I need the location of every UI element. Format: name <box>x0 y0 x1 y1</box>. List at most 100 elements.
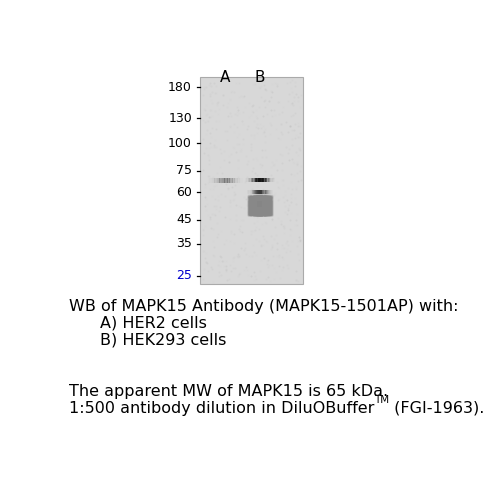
Text: 25: 25 <box>176 269 192 282</box>
Bar <box>270 179 272 182</box>
Bar <box>228 178 230 183</box>
Bar <box>255 190 256 194</box>
Bar <box>216 178 217 183</box>
Bar <box>230 178 231 183</box>
Bar <box>250 190 251 194</box>
Text: 180: 180 <box>168 81 192 94</box>
Bar <box>252 190 253 194</box>
Bar <box>252 201 254 207</box>
Bar <box>267 190 268 194</box>
Bar <box>256 179 257 182</box>
Bar <box>200 77 303 284</box>
Bar <box>261 190 262 194</box>
Bar <box>267 201 268 207</box>
Bar <box>271 179 272 182</box>
Text: TM: TM <box>374 395 389 405</box>
Bar <box>274 179 275 182</box>
Bar <box>258 179 259 182</box>
Bar <box>259 201 260 207</box>
Bar <box>261 201 262 207</box>
Bar <box>223 178 224 183</box>
Text: 45: 45 <box>176 213 192 226</box>
Bar <box>264 201 265 207</box>
Bar <box>210 178 211 183</box>
Bar <box>250 179 251 182</box>
Bar <box>271 201 272 207</box>
Bar <box>218 178 220 183</box>
Bar <box>272 190 274 194</box>
Bar <box>228 178 229 183</box>
Bar <box>251 201 252 207</box>
Text: 60: 60 <box>176 186 192 199</box>
Bar <box>271 190 272 194</box>
Bar <box>265 190 266 194</box>
Bar <box>233 178 234 183</box>
Bar <box>266 179 268 182</box>
Text: B: B <box>255 69 266 85</box>
Bar <box>270 179 271 182</box>
Bar <box>258 201 259 207</box>
Bar <box>254 190 255 194</box>
Bar <box>252 190 254 194</box>
Bar <box>253 201 254 207</box>
Text: (FGI-1963).: (FGI-1963). <box>389 401 484 415</box>
Bar <box>238 178 239 183</box>
Bar <box>268 190 269 194</box>
Bar <box>252 201 253 207</box>
Bar <box>268 179 269 182</box>
Bar <box>265 201 266 207</box>
Bar <box>248 201 250 207</box>
Bar <box>214 178 216 183</box>
Bar <box>215 178 216 183</box>
Bar <box>260 179 261 182</box>
Bar <box>264 179 265 182</box>
Bar <box>267 179 268 182</box>
Bar <box>246 179 248 182</box>
Bar <box>272 190 273 194</box>
Bar <box>226 178 228 183</box>
Bar <box>249 201 250 207</box>
Bar <box>226 178 227 183</box>
Bar <box>270 201 272 207</box>
Bar <box>261 179 262 182</box>
Bar <box>221 178 222 183</box>
Bar <box>262 190 263 194</box>
Bar <box>266 190 268 194</box>
Bar <box>212 178 213 183</box>
Bar <box>250 201 252 207</box>
Bar <box>259 179 260 182</box>
Bar <box>256 190 257 194</box>
Bar <box>250 190 252 194</box>
Bar <box>258 201 260 207</box>
Bar <box>250 201 251 207</box>
Bar <box>222 178 223 183</box>
Bar <box>235 178 236 183</box>
Bar <box>266 201 268 207</box>
Bar <box>257 201 258 207</box>
Bar <box>218 178 219 183</box>
Bar <box>239 178 240 183</box>
Bar <box>264 190 266 194</box>
Bar <box>266 201 267 207</box>
Bar <box>234 178 236 183</box>
Bar <box>254 190 256 194</box>
Bar <box>252 179 254 182</box>
Bar <box>216 178 218 183</box>
Bar <box>254 179 256 182</box>
Bar <box>270 190 272 194</box>
Bar <box>241 178 242 183</box>
Bar <box>268 179 270 182</box>
Bar <box>268 201 269 207</box>
Bar <box>256 179 258 182</box>
Bar <box>260 190 262 194</box>
Text: 35: 35 <box>176 237 192 250</box>
Bar <box>254 201 256 207</box>
Bar <box>258 190 260 194</box>
Bar <box>232 178 233 183</box>
Bar <box>248 201 249 207</box>
Bar <box>211 178 212 183</box>
Bar <box>263 179 264 182</box>
Bar <box>236 178 237 183</box>
Bar <box>269 190 270 194</box>
Bar <box>254 201 255 207</box>
